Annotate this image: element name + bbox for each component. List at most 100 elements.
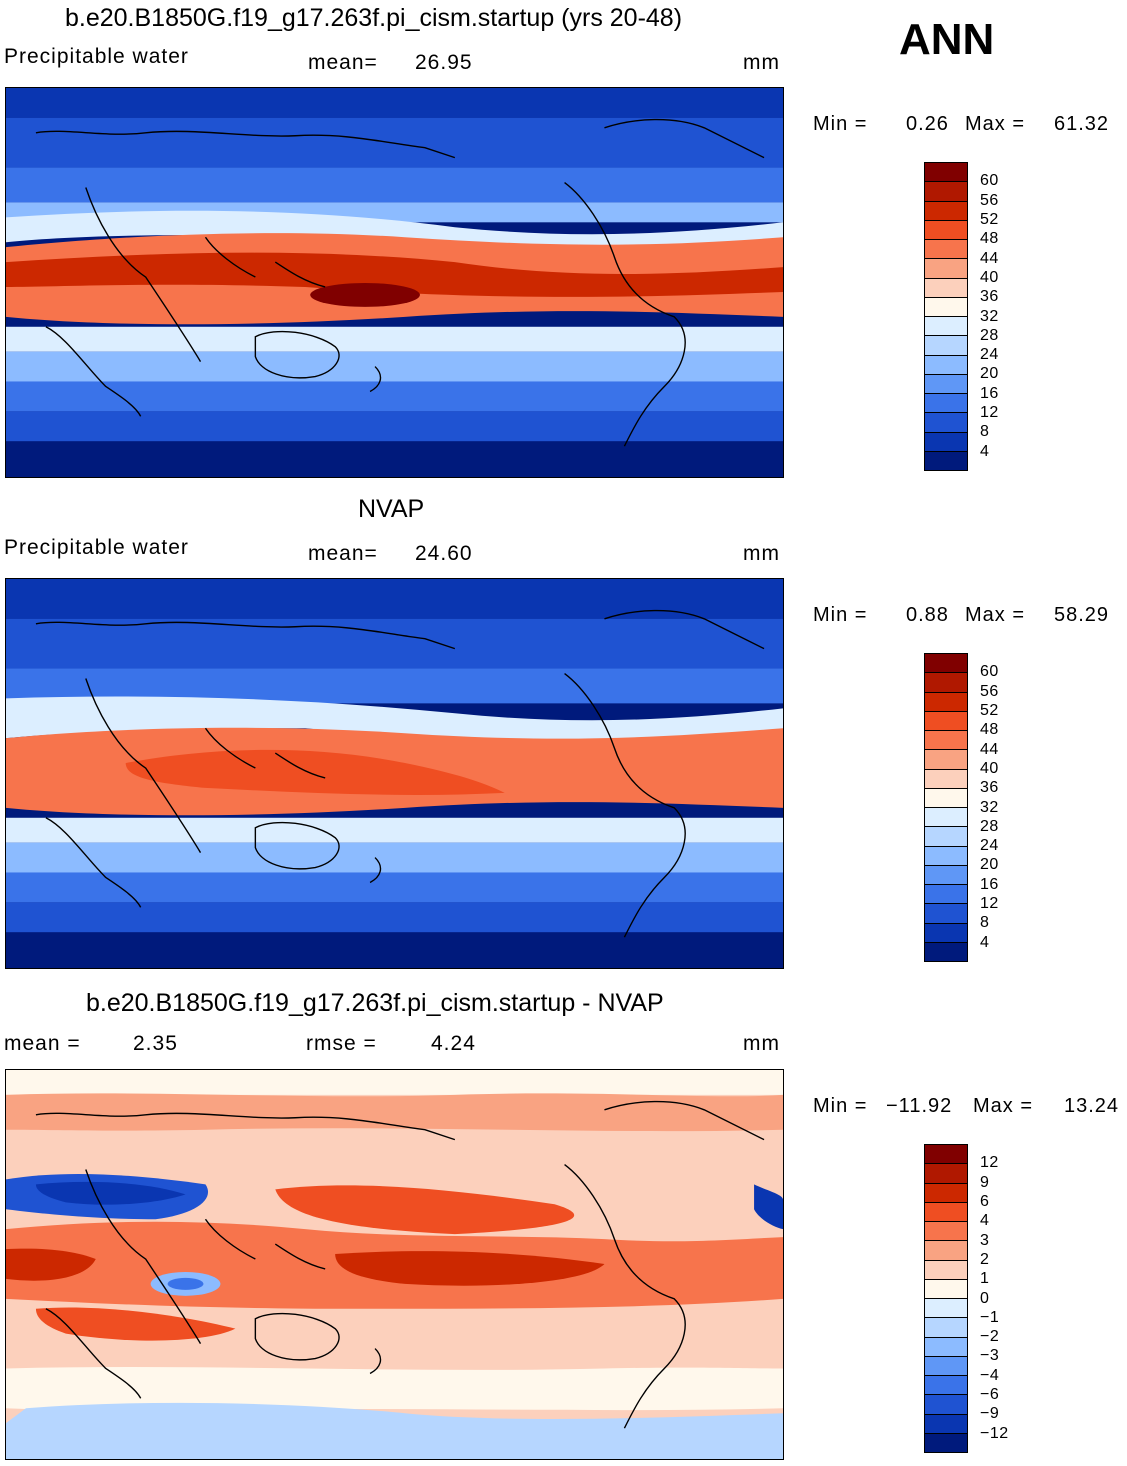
colorbar-tick-label: 60: [980, 172, 999, 190]
colorbar-tick-label: −4: [980, 1366, 1000, 1384]
panel1-map-svg: [6, 88, 783, 477]
panel2-max-value: 58.29: [1054, 604, 1110, 626]
colorbar-swatch: [925, 163, 967, 183]
colorbar-tick-label: 36: [980, 288, 999, 306]
colorbar-tick-label: 44: [980, 249, 999, 267]
panel1-max-label: Max =: [965, 113, 1026, 135]
panel1-colorbar: [924, 162, 968, 471]
colorbar-tick-label: 28: [980, 817, 999, 835]
colorbar-tick-label: 12: [980, 895, 999, 913]
colorbar-swatch: [925, 432, 967, 452]
colorbar-swatch: [925, 827, 967, 847]
colorbar-swatch: [925, 788, 967, 808]
colorbar-tick-label: 20: [980, 365, 999, 383]
panel1-mean-value: 26.95: [415, 51, 473, 74]
colorbar-swatch: [925, 750, 967, 770]
colorbar-swatch: [925, 731, 967, 751]
colorbar-swatch: [925, 1145, 967, 1165]
panel3-map: [5, 1069, 784, 1460]
colorbar-tick-label: 12: [980, 404, 999, 422]
colorbar-swatch: [925, 451, 967, 470]
colorbar-tick-label: −6: [980, 1386, 1000, 1404]
colorbar-swatch: [925, 1202, 967, 1222]
panel1-title: b.e20.B1850G.f19_g17.263f.pi_cism.startu…: [65, 4, 683, 32]
colorbar-swatch: [925, 413, 967, 433]
panel3-min-value: −11.92: [886, 1095, 953, 1117]
colorbar-tick-label: 48: [980, 230, 999, 248]
colorbar-tick-label: 16: [980, 875, 999, 893]
panel1-min-value: 0.26: [906, 113, 949, 135]
colorbar-swatch: [925, 942, 967, 961]
panel2-map-svg: [6, 579, 783, 968]
colorbar-tick-label: 28: [980, 326, 999, 344]
colorbar-swatch: [925, 317, 967, 337]
colorbar-swatch: [925, 885, 967, 905]
colorbar-swatch: [925, 374, 967, 394]
colorbar-tick-label: 32: [980, 798, 999, 816]
colorbar-swatch: [925, 182, 967, 202]
colorbar-tick-label: 6: [980, 1192, 990, 1210]
colorbar-swatch: [925, 1222, 967, 1242]
panel3-mean-value: 2.35: [133, 1032, 178, 1055]
panel2-min-label: Min =: [813, 604, 868, 626]
colorbar-swatch: [925, 201, 967, 221]
colorbar-tick-label: 44: [980, 740, 999, 758]
colorbar-swatch: [925, 1433, 967, 1452]
colorbar-tick-label: 9: [980, 1173, 990, 1191]
colorbar-tick-label: 32: [980, 307, 999, 325]
panel3-title: b.e20.B1850G.f19_g17.263f.pi_cism.startu…: [86, 989, 664, 1017]
colorbar-tick-label: 4: [980, 933, 990, 951]
colorbar-swatch: [925, 336, 967, 356]
colorbar-tick-label: 16: [980, 384, 999, 402]
colorbar-tick-label: 4: [980, 1212, 990, 1230]
colorbar-tick-label: −9: [980, 1405, 1000, 1423]
colorbar-tick-label: 0: [980, 1289, 990, 1307]
colorbar-swatch: [925, 654, 967, 674]
colorbar-swatch: [925, 1164, 967, 1184]
colorbar-swatch: [925, 1337, 967, 1357]
panel3-rmse-value: 4.24: [431, 1032, 476, 1055]
colorbar-tick-label: 52: [980, 701, 999, 719]
colorbar-tick-label: 56: [980, 191, 999, 209]
colorbar-swatch: [925, 711, 967, 731]
colorbar-tick-label: −3: [980, 1347, 1000, 1365]
panel3-mean-label: mean =: [4, 1032, 81, 1055]
panel2-mean-value: 24.60: [415, 542, 473, 565]
panel2-colorbar: [924, 653, 968, 962]
colorbar-swatch: [925, 297, 967, 317]
panel1-field-label: Precipitable water: [4, 45, 189, 68]
colorbar-swatch: [925, 1414, 967, 1434]
colorbar-swatch: [925, 220, 967, 240]
panel3-colorbar: [924, 1144, 968, 1453]
colorbar-tick-label: 1: [980, 1270, 990, 1288]
panel1-mean-label: mean=: [308, 51, 378, 74]
colorbar-swatch: [925, 259, 967, 279]
panel3-map-svg: [6, 1070, 783, 1459]
colorbar-tick-label: 20: [980, 856, 999, 874]
colorbar-tick-label: 8: [980, 423, 990, 441]
colorbar-tick-label: 4: [980, 442, 990, 460]
colorbar-tick-label: 12: [980, 1154, 999, 1172]
colorbar-swatch: [925, 692, 967, 712]
colorbar-swatch: [925, 923, 967, 943]
panel3-units: mm: [743, 1032, 780, 1055]
panel1-max-value: 61.32: [1054, 113, 1110, 135]
colorbar-tick-label: 3: [980, 1231, 990, 1249]
panel2-units: mm: [743, 542, 780, 565]
colorbar-tick-label: 8: [980, 914, 990, 932]
colorbar-tick-label: 40: [980, 759, 999, 777]
panel1-units: mm: [743, 51, 780, 74]
colorbar-tick-label: 52: [980, 210, 999, 228]
colorbar-swatch: [925, 1356, 967, 1376]
colorbar-swatch: [925, 1299, 967, 1319]
panel3-rmse-label: rmse =: [306, 1032, 377, 1055]
panel3-max-label: Max =: [973, 1095, 1034, 1117]
colorbar-swatch: [925, 865, 967, 885]
colorbar-tick-label: 60: [980, 663, 999, 681]
colorbar-tick-label: −1: [980, 1308, 1000, 1326]
colorbar-swatch: [925, 904, 967, 924]
colorbar-swatch: [925, 1183, 967, 1203]
panel1-min-label: Min =: [813, 113, 868, 135]
panel3-min-label: Min =: [813, 1095, 868, 1117]
colorbar-tick-label: 36: [980, 779, 999, 797]
